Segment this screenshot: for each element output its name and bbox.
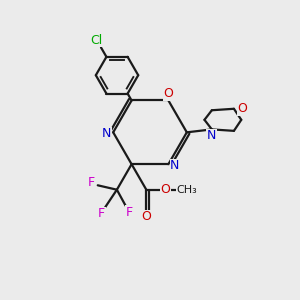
Text: O: O [160,183,170,196]
Text: O: O [164,88,173,100]
Text: F: F [126,206,133,219]
Text: F: F [98,207,105,220]
Text: CH₃: CH₃ [176,185,197,195]
Text: F: F [88,176,95,189]
Text: Cl: Cl [91,34,103,47]
Text: O: O [237,102,247,115]
Text: O: O [141,210,151,223]
Text: N: N [207,129,216,142]
Text: N: N [102,127,111,140]
Text: N: N [170,159,180,172]
